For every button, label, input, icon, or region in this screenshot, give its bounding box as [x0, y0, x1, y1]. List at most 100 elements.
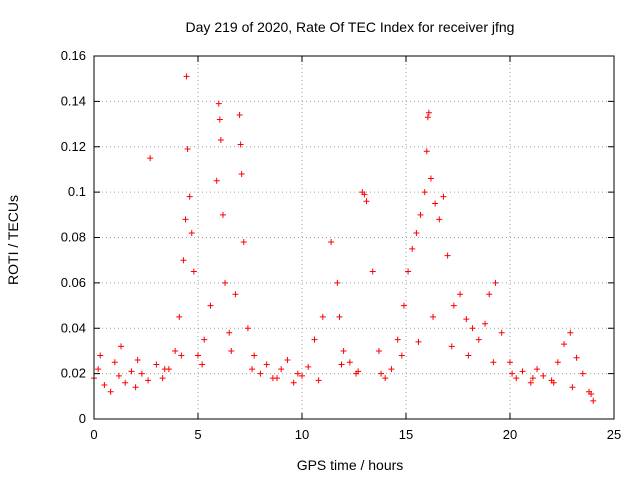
- data-point: [201, 336, 208, 343]
- data-point: [159, 375, 166, 382]
- y-tick-label: 0.06: [61, 275, 86, 290]
- data-point: [423, 148, 430, 155]
- data-point: [183, 73, 190, 80]
- data-point: [469, 325, 476, 332]
- data-point: [263, 361, 270, 368]
- data-point: [111, 359, 118, 366]
- data-point: [444, 252, 451, 259]
- y-tick-label: 0.14: [61, 93, 86, 108]
- data-point: [567, 329, 574, 336]
- data-point: [405, 268, 412, 275]
- data-point: [290, 379, 297, 386]
- x-tick-label: 25: [607, 427, 621, 442]
- data-point: [498, 329, 505, 336]
- data-point: [199, 361, 206, 368]
- x-axis-label: GPS time / hours: [297, 457, 404, 473]
- data-point: [101, 381, 108, 388]
- data-point: [400, 302, 407, 309]
- data-point: [118, 343, 125, 350]
- data-point: [486, 291, 493, 298]
- data-point: [186, 193, 193, 200]
- data-point: [284, 357, 291, 364]
- data-point: [176, 313, 183, 320]
- data-point: [529, 375, 536, 382]
- data-point: [228, 347, 235, 354]
- data-point: [311, 336, 318, 343]
- data-point: [153, 361, 160, 368]
- data-point: [550, 379, 557, 386]
- data-point: [237, 141, 244, 148]
- data-point: [115, 372, 122, 379]
- data-point: [299, 372, 305, 379]
- data-point: [519, 368, 526, 375]
- data-point: [440, 193, 447, 200]
- data-point: [178, 352, 185, 359]
- data-point: [482, 320, 489, 327]
- x-tick-label: 20: [503, 427, 517, 442]
- x-tick-label: 15: [399, 427, 413, 442]
- data-point: [97, 352, 104, 359]
- data-point: [232, 291, 239, 298]
- data-point: [534, 366, 541, 373]
- data-point: [590, 397, 597, 404]
- data-point: [134, 357, 141, 364]
- data-point: [382, 375, 389, 382]
- data-point: [180, 257, 187, 264]
- data-point: [184, 146, 191, 153]
- data-point: [251, 352, 258, 359]
- data-point: [219, 211, 226, 218]
- data-point: [588, 391, 595, 398]
- x-tick-label: 0: [90, 427, 97, 442]
- x-tick-label: 5: [194, 427, 201, 442]
- data-point: [388, 366, 395, 373]
- x-tick-label: 10: [295, 427, 309, 442]
- data-point: [432, 200, 439, 207]
- data-point: [569, 384, 576, 391]
- data-point: [450, 302, 457, 309]
- y-tick-label: 0: [79, 411, 86, 426]
- data-point: [274, 375, 281, 382]
- data-point: [375, 347, 382, 354]
- data-point: [427, 175, 434, 182]
- data-point: [421, 189, 428, 196]
- data-point: [527, 379, 534, 386]
- data-point: [226, 329, 233, 336]
- data-point: [238, 170, 245, 177]
- data-point: [95, 366, 102, 373]
- data-point: [579, 370, 586, 377]
- plot-frame: [93, 55, 615, 420]
- data-point: [507, 359, 513, 366]
- data-point: [554, 359, 561, 366]
- data-point: [425, 109, 432, 116]
- data-point: [430, 313, 437, 320]
- data-point: [457, 291, 464, 298]
- data-point: [338, 361, 345, 368]
- data-point: [409, 245, 416, 252]
- data-point: [207, 302, 214, 309]
- data-point: [278, 366, 285, 373]
- data-point: [122, 379, 129, 386]
- data-point: [217, 136, 224, 143]
- data-point: [236, 111, 243, 118]
- data-point: [475, 336, 482, 343]
- data-point: [213, 177, 220, 184]
- data-point: [145, 377, 152, 384]
- data-point: [172, 347, 179, 354]
- y-tick-label: 0.12: [61, 139, 86, 154]
- data-point: [363, 198, 370, 205]
- data-point: [128, 368, 135, 375]
- y-tick-label: 0.02: [61, 366, 86, 381]
- data-point: [436, 216, 443, 223]
- data-point: [257, 370, 264, 377]
- y-tick-label: 0.16: [61, 48, 86, 63]
- data-point: [417, 211, 424, 218]
- data-point: [138, 370, 145, 377]
- data-point: [369, 268, 376, 275]
- data-point: [315, 377, 322, 384]
- data-point: [216, 116, 223, 123]
- data-point: [305, 363, 312, 370]
- data-point: [107, 388, 114, 395]
- data-point: [244, 325, 251, 332]
- data-point: [361, 191, 368, 198]
